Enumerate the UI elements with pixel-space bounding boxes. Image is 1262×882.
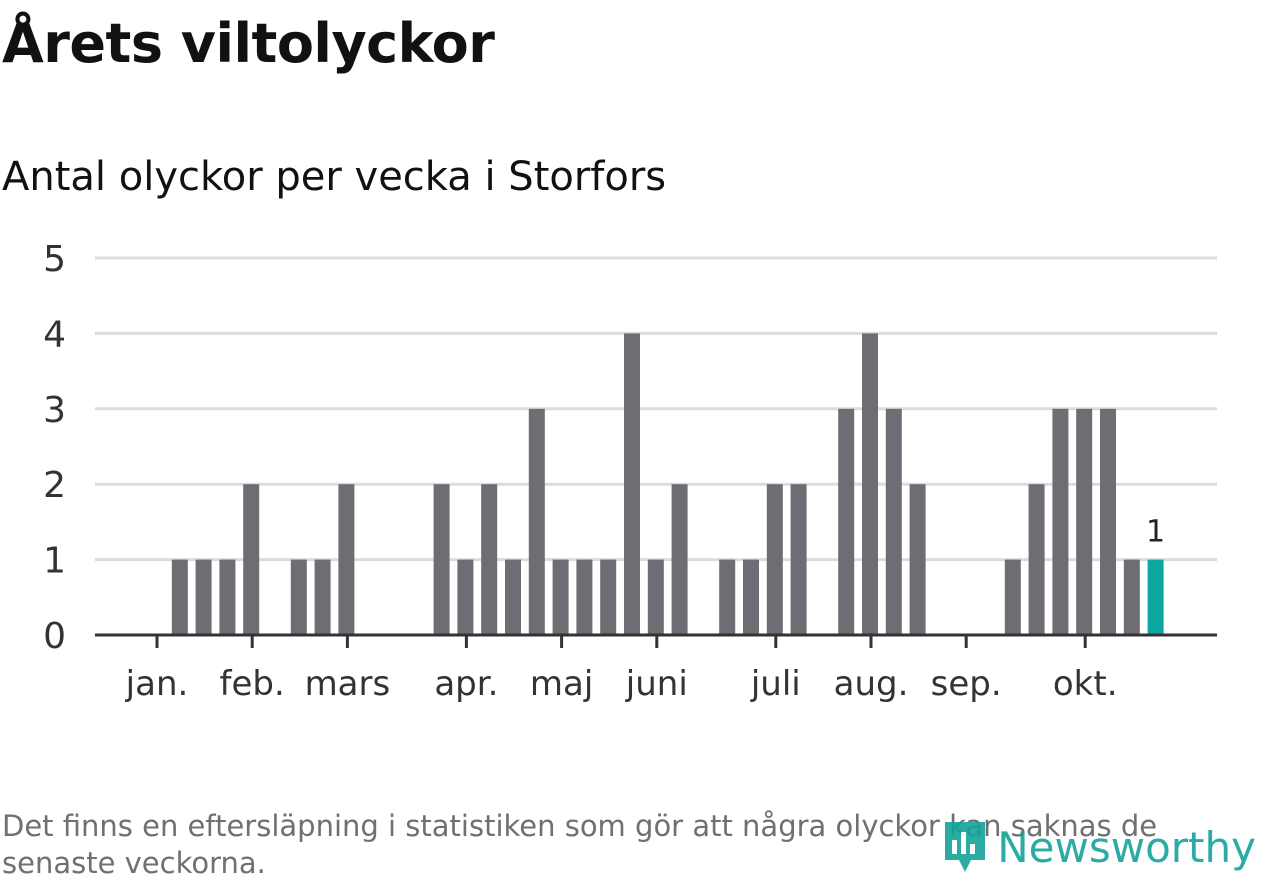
y-tick-label: 2 (43, 465, 66, 506)
bar-week-8 (314, 559, 331, 635)
x-tick-label: sep. (931, 664, 1002, 704)
y-tick-label: 3 (43, 390, 66, 431)
bar-week-42 (1123, 559, 1140, 635)
y-tick-label: 4 (43, 314, 66, 355)
bar-week-21 (624, 333, 640, 635)
bar-chart-pin-icon (945, 822, 986, 872)
logo-text: Newsworthy (997, 822, 1256, 872)
bar-week-7 (290, 559, 307, 635)
x-tick-label: aug. (834, 664, 909, 704)
x-tick-label: apr. (434, 664, 498, 704)
bar-week-4 (219, 559, 236, 635)
bar-week-19 (576, 559, 593, 635)
bar-week-31 (862, 333, 878, 635)
bar-week-25 (719, 559, 736, 635)
bar-week-23 (671, 484, 688, 635)
bar-week-2 (171, 559, 188, 635)
x-tick-label: mars (305, 664, 391, 704)
bar-week-14 (457, 559, 474, 635)
chart-subtitle: Antal olyckor per vecka i Storfors (2, 154, 667, 200)
page-title: Årets viltolyckor (2, 12, 495, 75)
x-tick-label: juli (750, 664, 801, 704)
bar-week-38 (1028, 484, 1045, 635)
y-tick-label: 5 (43, 239, 66, 280)
bar-week-13 (433, 484, 450, 635)
bar-week-15 (481, 484, 498, 635)
newsworthy-logo: Newsworthy (941, 818, 1256, 876)
last-value-label: 1 (1146, 515, 1165, 550)
bar-week-28 (790, 484, 807, 635)
bar-week-3 (195, 559, 212, 635)
bar-week-40 (1076, 408, 1093, 635)
bar-week-17 (528, 408, 545, 635)
y-tick-label: 0 (43, 616, 66, 657)
bar-week-43 (1147, 559, 1164, 635)
x-tick-label: juni (625, 664, 688, 704)
bar-week-27 (766, 484, 783, 635)
bar-week-30 (838, 408, 855, 635)
bar-week-18 (552, 559, 569, 635)
x-tick-label: okt. (1053, 664, 1118, 704)
bar-week-5 (243, 484, 260, 635)
bar-week-26 (743, 559, 759, 635)
x-tick-label: maj (530, 664, 593, 704)
x-tick-label: jan. (125, 664, 189, 704)
bar-week-41 (1100, 408, 1116, 635)
bar-week-37 (1004, 559, 1021, 635)
bar-week-22 (647, 559, 664, 635)
x-tick-label: feb. (220, 664, 285, 704)
bar-week-9 (338, 484, 355, 635)
bar-week-39 (1052, 408, 1069, 635)
bar-week-16 (505, 559, 521, 635)
bar-week-20 (600, 559, 617, 635)
bar-week-32 (885, 408, 902, 635)
y-tick-label: 1 (43, 541, 66, 582)
bar-week-33 (909, 484, 926, 635)
